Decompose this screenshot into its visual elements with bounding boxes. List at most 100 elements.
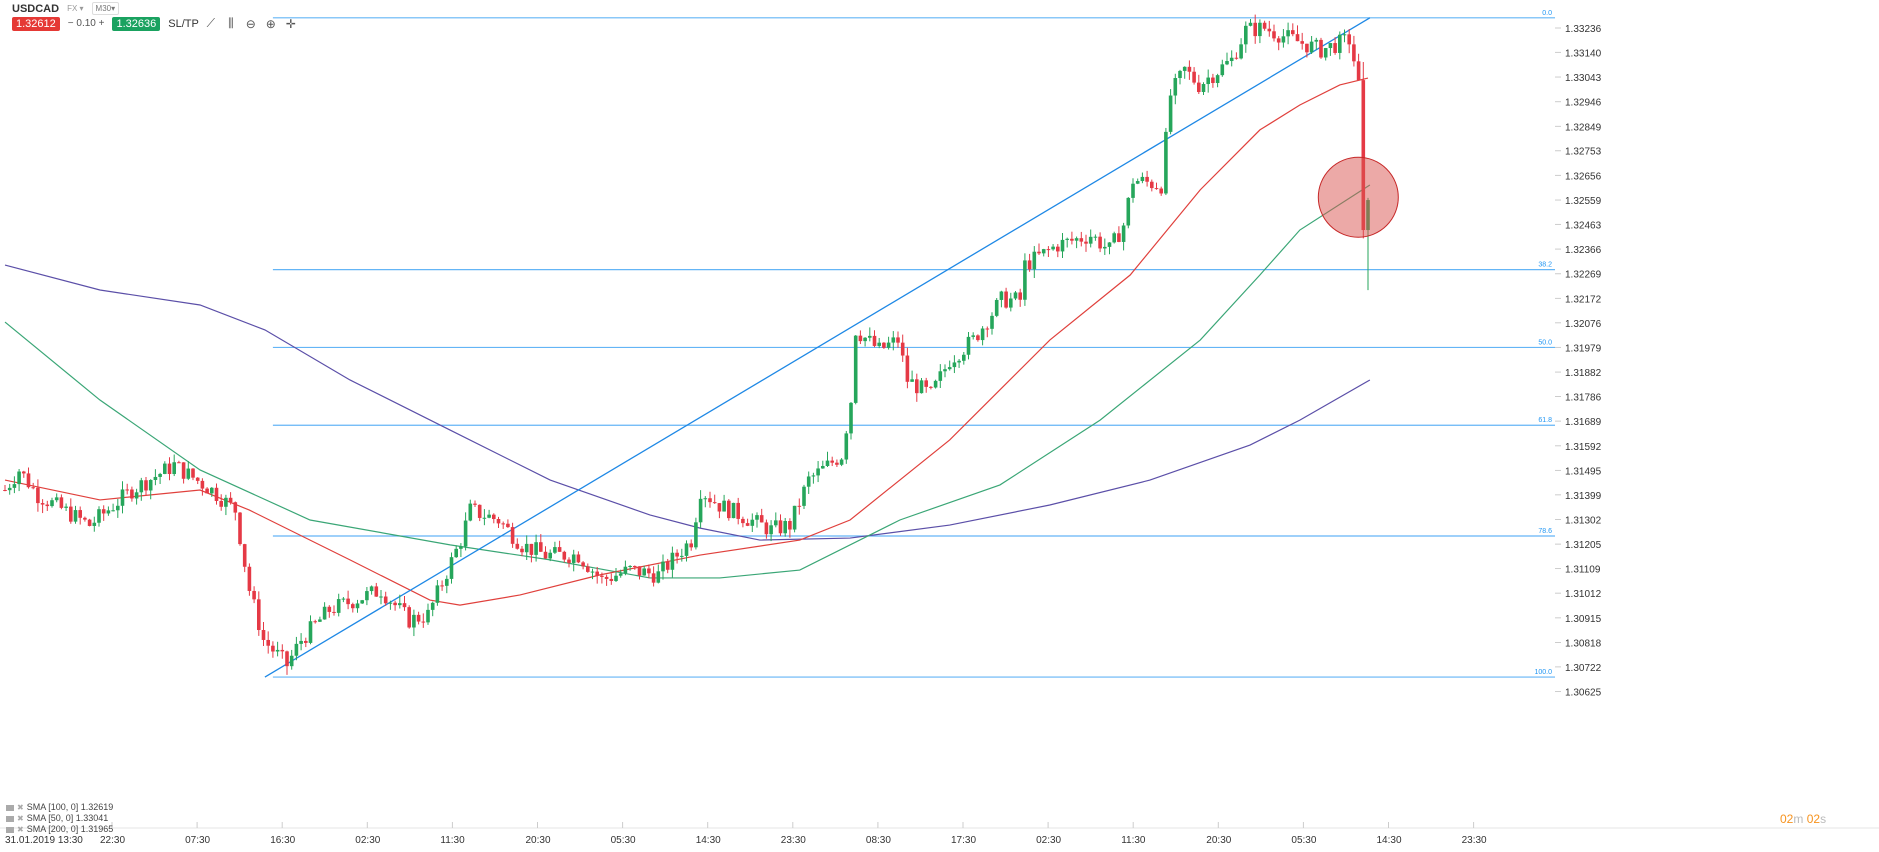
candle bbox=[534, 534, 538, 562]
fib-level-label: 50.0 bbox=[1538, 339, 1552, 346]
candle bbox=[210, 487, 214, 497]
candle-body bbox=[510, 527, 515, 544]
symbol-bar: USDCAD FX ▾ M30▾ bbox=[12, 2, 120, 15]
candle-body bbox=[647, 568, 651, 574]
candle bbox=[1244, 21, 1248, 53]
remove-icon[interactable]: ✖ bbox=[17, 825, 24, 834]
candle-body bbox=[383, 596, 388, 604]
candle-body bbox=[1074, 238, 1079, 241]
candle-body bbox=[31, 487, 35, 489]
candle-body bbox=[1248, 22, 1253, 26]
candle bbox=[656, 564, 661, 584]
y-tick-label: 1.31302 bbox=[1565, 515, 1602, 526]
candle bbox=[1103, 238, 1107, 255]
y-tick-label: 1.32076 bbox=[1565, 319, 1602, 330]
candle bbox=[1074, 236, 1079, 249]
indicators-icon[interactable]: ⫼ bbox=[228, 16, 234, 30]
candle bbox=[299, 633, 303, 651]
candle-body bbox=[990, 315, 994, 329]
candle bbox=[398, 594, 402, 609]
candle-body bbox=[1079, 238, 1084, 242]
volume-stepper[interactable]: − 0.10 + bbox=[64, 18, 109, 29]
increase-volume[interactable]: + bbox=[98, 18, 105, 29]
toggle-icon[interactable] bbox=[6, 815, 14, 822]
remove-icon[interactable]: ✖ bbox=[17, 803, 24, 812]
candle-body bbox=[351, 604, 355, 609]
zoom-in-icon[interactable]: ⊕ bbox=[265, 16, 276, 31]
volume-value[interactable]: 0.10 bbox=[76, 18, 96, 29]
candle-body bbox=[252, 590, 256, 600]
candle-body bbox=[581, 562, 585, 567]
candle-body bbox=[1032, 251, 1037, 270]
candle bbox=[675, 549, 679, 564]
candle-body bbox=[769, 525, 773, 535]
candle bbox=[473, 500, 477, 508]
candle bbox=[1201, 82, 1206, 95]
candle bbox=[1131, 178, 1135, 203]
fib-level-label: 61.8 bbox=[1538, 417, 1552, 424]
symbol-name[interactable]: USDCAD bbox=[12, 2, 60, 15]
candle-body bbox=[933, 380, 938, 388]
candle-body bbox=[1126, 197, 1131, 226]
candle bbox=[22, 470, 26, 478]
candle bbox=[938, 364, 943, 388]
candle bbox=[1027, 253, 1032, 272]
x-tick-label: 22:30 bbox=[100, 835, 125, 846]
candle bbox=[844, 430, 849, 464]
candle-body bbox=[59, 497, 64, 508]
candle bbox=[1070, 231, 1074, 245]
candle-body bbox=[567, 559, 571, 563]
candle bbox=[891, 331, 896, 351]
toggle-icon[interactable] bbox=[6, 804, 14, 811]
candle-body bbox=[477, 504, 482, 518]
candle-body bbox=[806, 476, 811, 487]
candle-body bbox=[656, 571, 661, 583]
candle bbox=[177, 460, 181, 464]
candle-body bbox=[1112, 233, 1116, 243]
candle-body bbox=[553, 547, 557, 553]
candle bbox=[31, 482, 35, 490]
candle-body bbox=[520, 548, 524, 553]
y-tick-label: 1.30915 bbox=[1565, 614, 1602, 625]
timeframe-dropdown[interactable]: M30▾ bbox=[91, 2, 120, 15]
zoom-out-icon[interactable]: ⊖ bbox=[245, 16, 256, 31]
candle-body bbox=[1145, 176, 1149, 182]
candle-body bbox=[703, 498, 708, 500]
x-tick-label: 14:30 bbox=[696, 835, 721, 846]
candle-body bbox=[1342, 34, 1347, 36]
sltp-button[interactable]: SL/TP bbox=[168, 17, 199, 30]
line-chart-icon[interactable]: ⟋ bbox=[206, 16, 216, 30]
x-tick-label: 31.01.2019 13:30 bbox=[5, 835, 83, 846]
market-dropdown[interactable]: FX ▾ bbox=[67, 4, 84, 13]
toggle-icon[interactable] bbox=[6, 826, 14, 833]
crosshair-icon[interactable]: ✛ bbox=[285, 16, 296, 31]
candle bbox=[445, 575, 449, 594]
candle bbox=[1206, 69, 1210, 93]
candle bbox=[994, 298, 999, 318]
candle bbox=[12, 476, 17, 494]
x-tick-label: 17:30 bbox=[951, 835, 976, 846]
remove-icon[interactable]: ✖ bbox=[17, 814, 24, 823]
y-tick-label: 1.30818 bbox=[1565, 638, 1602, 649]
candle bbox=[1013, 290, 1018, 301]
candle bbox=[92, 516, 97, 532]
candle bbox=[1262, 20, 1267, 31]
candle-body bbox=[1197, 82, 1201, 93]
buy-button[interactable]: 1.32636 bbox=[112, 16, 161, 31]
candle bbox=[962, 351, 966, 365]
sell-button[interactable]: 1.32612 bbox=[12, 16, 60, 31]
candle bbox=[529, 543, 534, 563]
candle bbox=[1352, 35, 1356, 67]
candle-body bbox=[1168, 95, 1173, 132]
candle bbox=[130, 486, 134, 502]
candle bbox=[440, 580, 444, 591]
candle-body bbox=[402, 603, 407, 608]
candle bbox=[275, 641, 280, 657]
candle bbox=[647, 564, 651, 579]
x-tick-label: 23:30 bbox=[781, 835, 806, 846]
candle bbox=[148, 479, 153, 500]
candle-body bbox=[750, 519, 755, 526]
candle-body bbox=[459, 546, 463, 549]
decrease-volume[interactable]: − bbox=[67, 18, 74, 29]
